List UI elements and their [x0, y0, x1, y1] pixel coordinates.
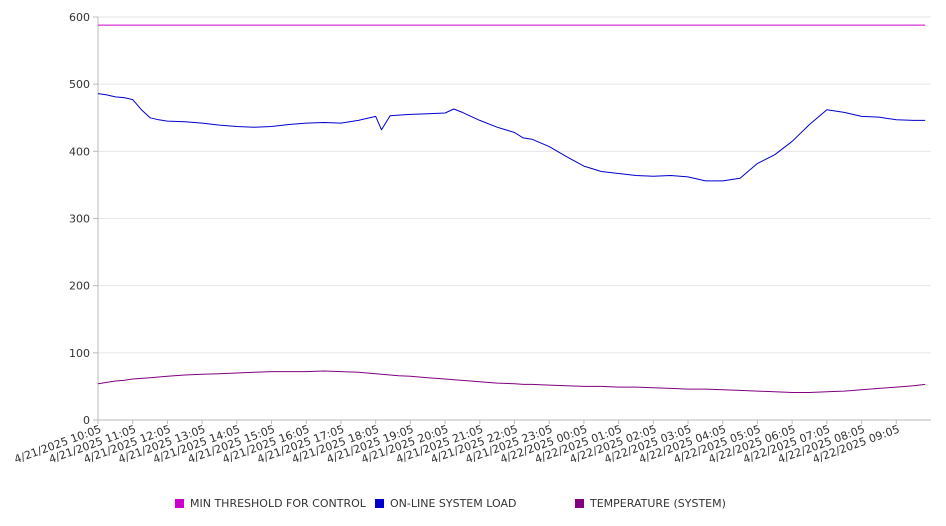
gridlines	[98, 16, 931, 354]
x-tick-labels: 4/21/2025 10:054/21/2025 11:054/21/2025 …	[12, 423, 901, 467]
series-lines	[97, 24, 926, 393]
legend-swatch-system-load	[375, 499, 384, 508]
legend-item-system-load: ON-LINE SYSTEM LOAD	[375, 497, 516, 510]
y-tick-label: 500	[69, 78, 90, 91]
y-tick-label: 0	[83, 414, 90, 427]
y-tick-label: 100	[69, 347, 90, 360]
y-tick-label: 200	[69, 280, 90, 293]
y-tick-label: 400	[69, 145, 90, 158]
legend-item-min-threshold: MIN THRESHOLD FOR CONTROL	[175, 497, 366, 510]
series-line-temperature	[97, 370, 926, 393]
legend-label-min-threshold: MIN THRESHOLD FOR CONTROL	[190, 497, 366, 510]
legend-swatch-temperature	[575, 499, 584, 508]
legend-label-temperature: TEMPERATURE (SYSTEM)	[590, 497, 726, 510]
legend-swatch-min-threshold	[175, 499, 184, 508]
series-line-system-load	[97, 93, 926, 182]
axes	[93, 16, 931, 424]
y-tick-labels: 0 100 200 300 400 500 600	[69, 11, 90, 427]
legend-label-system-load: ON-LINE SYSTEM LOAD	[390, 497, 517, 510]
y-tick-label: 300	[69, 213, 90, 226]
legend: MIN THRESHOLD FOR CONTROL ON-LINE SYSTEM…	[0, 497, 946, 515]
y-tick-label: 600	[69, 11, 90, 24]
legend-item-temperature: TEMPERATURE (SYSTEM)	[575, 497, 726, 510]
